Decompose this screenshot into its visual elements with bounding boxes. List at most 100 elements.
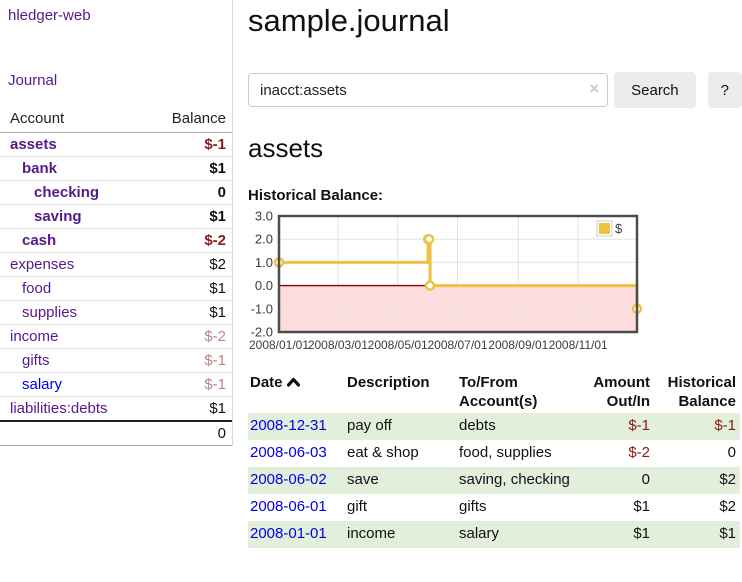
transaction-amount: $-2 <box>628 444 650 461</box>
transaction-description: eat & shop <box>347 444 419 461</box>
sidebar-account-bank[interactable]: bank <box>22 160 58 177</box>
description-column-header: Description <box>347 374 430 391</box>
chart-y-tick-label: -2.0 <box>251 325 273 340</box>
transaction-balance: $2 <box>719 471 736 488</box>
transaction-date-link[interactable]: 2008-01-01 <box>250 525 327 542</box>
transaction-amount: $1 <box>633 498 650 515</box>
transaction-accounts: salary <box>459 525 500 542</box>
account-balance: $-1 <box>143 132 232 157</box>
account-balance: $-1 <box>143 372 232 397</box>
sidebar-account-expenses[interactable]: expenses <box>10 256 75 273</box>
transaction-accounts: saving, checking <box>459 471 570 488</box>
register-row: 2008-12-31 pay off debts $-1 $-1 <box>248 413 740 440</box>
account-row: cash $-2 <box>0 228 232 253</box>
chart-x-tick-label: 2008/01/01 <box>249 338 309 352</box>
chart-x-tick-label: 2008/11/01 <box>549 338 608 352</box>
search-button[interactable]: Search <box>614 72 696 108</box>
main-content: sample.journal × Search ? assets Histori… <box>248 0 742 548</box>
account-balance: $1 <box>143 300 232 325</box>
register-row: 2008-06-01 gift gifts $1 $2 <box>248 494 740 521</box>
transaction-amount: $1 <box>633 525 650 542</box>
account-heading: assets <box>248 133 324 163</box>
account-row: food $1 <box>0 276 232 301</box>
accounts-column-header: To/From Account(s) <box>459 374 538 410</box>
account-row: liabilities:debts $1 <box>0 396 232 422</box>
account-balance: $1 <box>143 156 232 181</box>
sidebar-account-assets[interactable]: assets <box>10 136 57 153</box>
account-row: income $-2 <box>0 324 232 349</box>
transaction-amount: 0 <box>641 471 650 488</box>
chart-y-tick-label: 1.0 <box>255 255 273 270</box>
search-input[interactable] <box>248 73 609 107</box>
accounts-total-row: 0 <box>0 420 232 446</box>
chart-point <box>423 234 435 245</box>
account-balance: $-2 <box>143 228 232 253</box>
transaction-accounts: debts <box>459 417 496 434</box>
brand-link[interactable]: hledger-web <box>8 7 91 24</box>
account-balance: $1 <box>143 396 232 422</box>
chart-x-tick-label: 2008/03/01 <box>308 338 368 352</box>
accounts-header-row: Account Balance <box>0 106 232 133</box>
sidebar-account-cash[interactable]: cash <box>22 232 57 249</box>
account-row: bank $1 <box>0 156 232 181</box>
transaction-accounts: food, supplies <box>459 444 552 461</box>
clear-search-icon[interactable]: × <box>589 79 600 98</box>
sidebar-item-journal[interactable]: Journal <box>8 72 58 89</box>
historical-balance-chart: 3.0 2.0 1.0 0.0 -1.0 -2.02008/01/012008/03/01… <box>249 209 643 352</box>
account-balance: $1 <box>143 204 232 229</box>
account-balance: 0 <box>143 180 232 205</box>
sidebar-account-food[interactable]: food <box>22 280 52 297</box>
accounts-total: 0 <box>143 420 232 446</box>
transaction-description: gift <box>347 498 368 515</box>
account-balance: $2 <box>143 252 232 277</box>
account-balance: $-2 <box>143 324 232 349</box>
transaction-date-link[interactable]: 2008-06-03 <box>250 444 327 461</box>
transaction-balance: $1 <box>719 525 736 542</box>
account-row: saving $1 <box>0 204 232 229</box>
chart-y-tick-label: 3.0 <box>255 209 273 224</box>
register-row: 2008-06-03 eat & shop food, supplies $-2… <box>248 440 740 467</box>
legend-label: $ <box>615 221 623 236</box>
sidebar-account-salary[interactable]: salary <box>22 376 63 393</box>
transaction-description: save <box>347 471 379 488</box>
help-button[interactable]: ? <box>707 72 742 108</box>
transaction-description: income <box>347 525 396 542</box>
sidebar-account-checking[interactable]: checking <box>34 184 100 201</box>
chart-y-tick-label: 2.0 <box>255 232 273 247</box>
register-header-row: Date Description To/From Account(s) Amou… <box>248 371 740 413</box>
transaction-date-link[interactable]: 2008-06-02 <box>250 471 327 488</box>
register-row: 2008-01-01 income salary $1 $1 <box>248 521 740 548</box>
register-row: 2008-06-02 save saving, checking 0 $2 <box>248 467 740 494</box>
legend-swatch <box>599 223 610 234</box>
chart-x-tick-label: 2008/07/01 <box>427 338 487 352</box>
transaction-date-link[interactable]: 2008-12-31 <box>250 417 327 434</box>
account-row: expenses $2 <box>0 252 232 277</box>
transaction-date-link[interactable]: 2008-06-01 <box>250 498 327 515</box>
account-row: supplies $1 <box>0 300 232 325</box>
date-column-header[interactable]: Date <box>248 371 345 413</box>
sidebar-account-gifts[interactable]: gifts <box>22 352 50 369</box>
accounts-table: Account Balance assets $-1 bank $1 check… <box>0 106 232 446</box>
page-title: sample.journal <box>248 3 450 38</box>
chart-title: Historical Balance: <box>248 187 384 204</box>
sidebar-account-saving[interactable]: saving <box>34 208 82 225</box>
chart-x-tick-label: 2008/05/01 <box>368 338 428 352</box>
amount-column-header: Amount Out/In <box>593 374 650 410</box>
register-table: Date Description To/From Account(s) Amou… <box>248 371 740 548</box>
chart-y-tick-label: -1.0 <box>251 301 273 316</box>
chart-point <box>424 280 436 291</box>
sidebar-account-liabilities-debts[interactable]: liabilities:debts <box>10 400 108 417</box>
account-row: assets $-1 <box>0 132 232 157</box>
balance-column-header: Historical Balance <box>667 374 736 410</box>
sidebar-account-income[interactable]: income <box>10 328 59 345</box>
balance-column-header: Balance <box>143 106 232 133</box>
account-row: salary $-1 <box>0 372 232 397</box>
account-balance: $-1 <box>143 348 232 373</box>
sidebar-account-supplies[interactable]: supplies <box>22 304 78 321</box>
account-balance: $1 <box>143 276 232 301</box>
account-row: checking 0 <box>0 180 232 205</box>
transaction-balance: 0 <box>727 444 736 461</box>
account-row: gifts $-1 <box>0 348 232 373</box>
transaction-description: pay off <box>347 417 392 434</box>
chart-x-tick-label: 2008/09/01 <box>488 338 548 352</box>
